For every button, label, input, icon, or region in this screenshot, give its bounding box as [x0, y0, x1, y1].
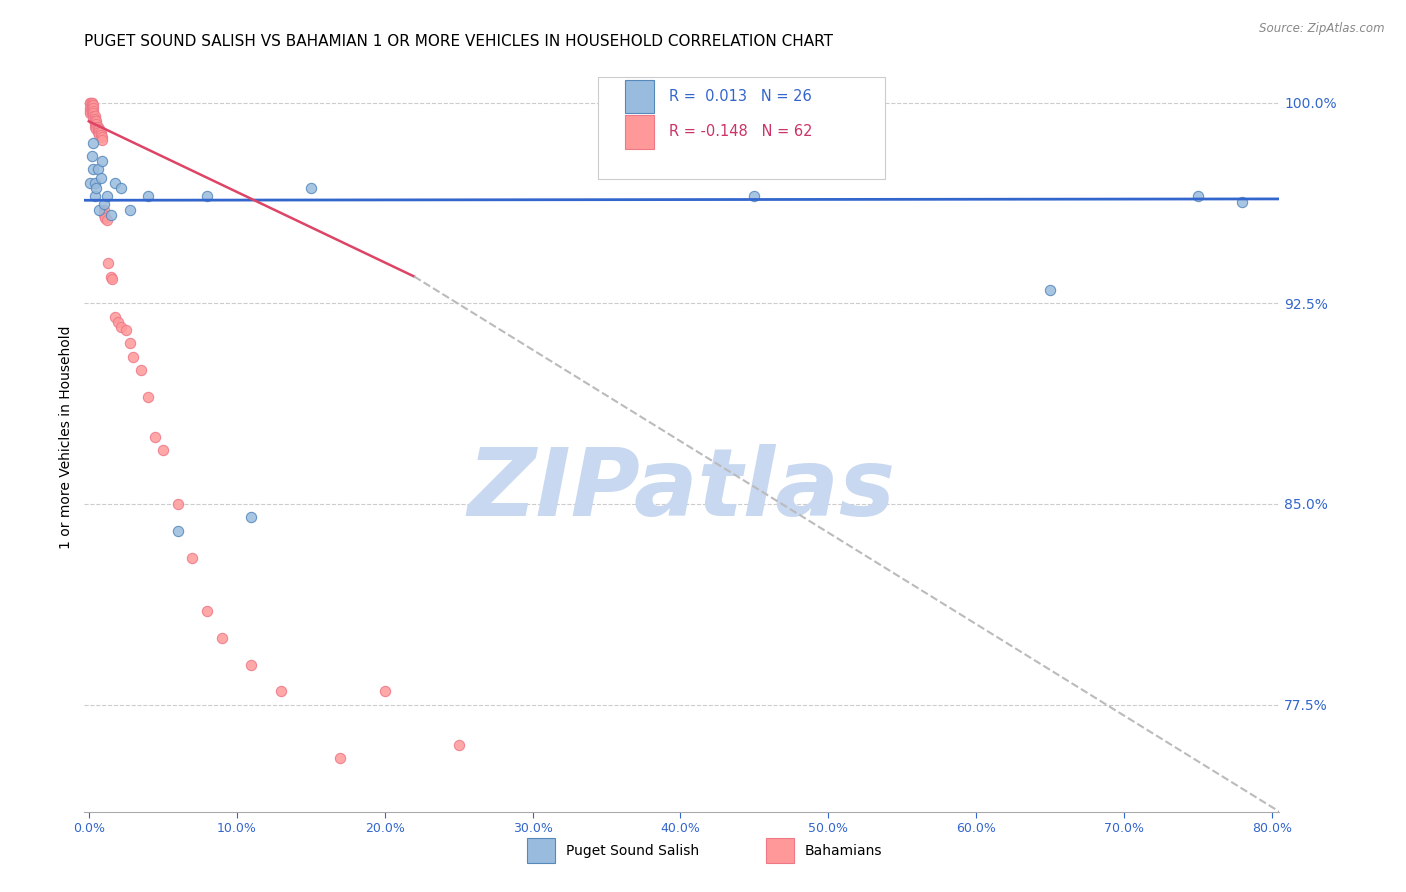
Point	[86, 122, 108, 136]
Point	[94, 211, 117, 225]
Point	[329, 751, 352, 765]
FancyBboxPatch shape	[599, 78, 886, 178]
Point	[84, 181, 107, 195]
Point	[83, 120, 105, 134]
Point	[91, 130, 114, 145]
Point	[80, 95, 103, 110]
Bar	[624, 115, 654, 149]
Point	[83, 109, 105, 123]
Point	[1187, 189, 1209, 203]
Point	[93, 208, 115, 222]
Point	[84, 120, 107, 134]
Point	[90, 170, 112, 185]
Point	[744, 189, 766, 203]
Point	[86, 125, 108, 139]
Point	[83, 114, 105, 128]
Point	[104, 310, 127, 324]
Point	[83, 176, 105, 190]
Point	[96, 189, 118, 203]
Point	[89, 125, 111, 139]
Text: ZIPatlas: ZIPatlas	[468, 443, 896, 535]
Point	[136, 390, 159, 404]
Text: R =  0.013   N = 26: R = 0.013 N = 26	[669, 89, 811, 104]
Point	[82, 101, 104, 115]
Point	[240, 657, 263, 672]
Point	[104, 176, 127, 190]
Point	[80, 106, 103, 120]
Point	[1039, 283, 1062, 297]
Point	[79, 95, 101, 110]
Point	[120, 336, 142, 351]
Point	[82, 109, 104, 123]
Point	[143, 430, 166, 444]
Point	[84, 114, 107, 128]
Point	[83, 189, 105, 203]
Point	[80, 101, 103, 115]
Point	[96, 213, 118, 227]
Point	[447, 738, 470, 752]
Point	[240, 510, 263, 524]
Point	[299, 181, 322, 195]
Point	[166, 524, 188, 538]
Point	[100, 208, 122, 222]
Point	[110, 320, 132, 334]
Point	[89, 122, 111, 136]
Point	[110, 181, 132, 195]
Text: Source: ZipAtlas.com: Source: ZipAtlas.com	[1260, 22, 1385, 36]
Point	[100, 269, 122, 284]
Point	[79, 176, 101, 190]
Point	[114, 323, 136, 337]
Point	[195, 604, 218, 618]
Point	[83, 117, 105, 131]
Point	[79, 103, 101, 118]
Point	[93, 202, 115, 217]
Point	[97, 256, 120, 270]
Point	[90, 125, 112, 139]
Point	[270, 684, 292, 698]
Point	[89, 202, 111, 217]
Text: Puget Sound Salish: Puget Sound Salish	[567, 844, 699, 858]
Point	[136, 189, 159, 203]
Point	[82, 162, 104, 177]
Point	[82, 112, 104, 126]
Point	[91, 154, 114, 169]
Point	[89, 128, 111, 142]
Point	[86, 120, 108, 134]
Text: Bahamians: Bahamians	[806, 844, 883, 858]
Point	[79, 95, 101, 110]
Point	[84, 117, 107, 131]
Point	[90, 128, 112, 142]
Text: R = -0.148   N = 62: R = -0.148 N = 62	[669, 124, 813, 139]
Point	[84, 122, 107, 136]
Point	[80, 95, 103, 110]
Point	[93, 197, 115, 211]
Y-axis label: 1 or more Vehicles in Household: 1 or more Vehicles in Household	[59, 326, 73, 549]
Point	[82, 136, 104, 150]
Point	[152, 443, 174, 458]
Text: PUGET SOUND SALISH VS BAHAMIAN 1 OR MORE VEHICLES IN HOUSEHOLD CORRELATION CHART: PUGET SOUND SALISH VS BAHAMIAN 1 OR MORE…	[84, 34, 834, 49]
Point	[82, 106, 104, 120]
Point	[101, 272, 124, 286]
Point	[211, 631, 233, 645]
Point	[82, 98, 104, 112]
Point	[195, 189, 218, 203]
Point	[129, 363, 152, 377]
Point	[80, 149, 103, 163]
Point	[79, 101, 101, 115]
Bar	[624, 79, 654, 113]
Point	[83, 112, 105, 126]
Point	[120, 202, 142, 217]
Point	[82, 103, 104, 118]
Point	[181, 550, 204, 565]
Point	[1232, 194, 1254, 209]
Point	[86, 162, 108, 177]
Point	[374, 684, 396, 698]
Point	[80, 103, 103, 118]
Point	[107, 315, 129, 329]
Point	[80, 98, 103, 112]
Point	[79, 106, 101, 120]
Point	[166, 497, 188, 511]
Point	[91, 133, 114, 147]
Point	[122, 350, 145, 364]
